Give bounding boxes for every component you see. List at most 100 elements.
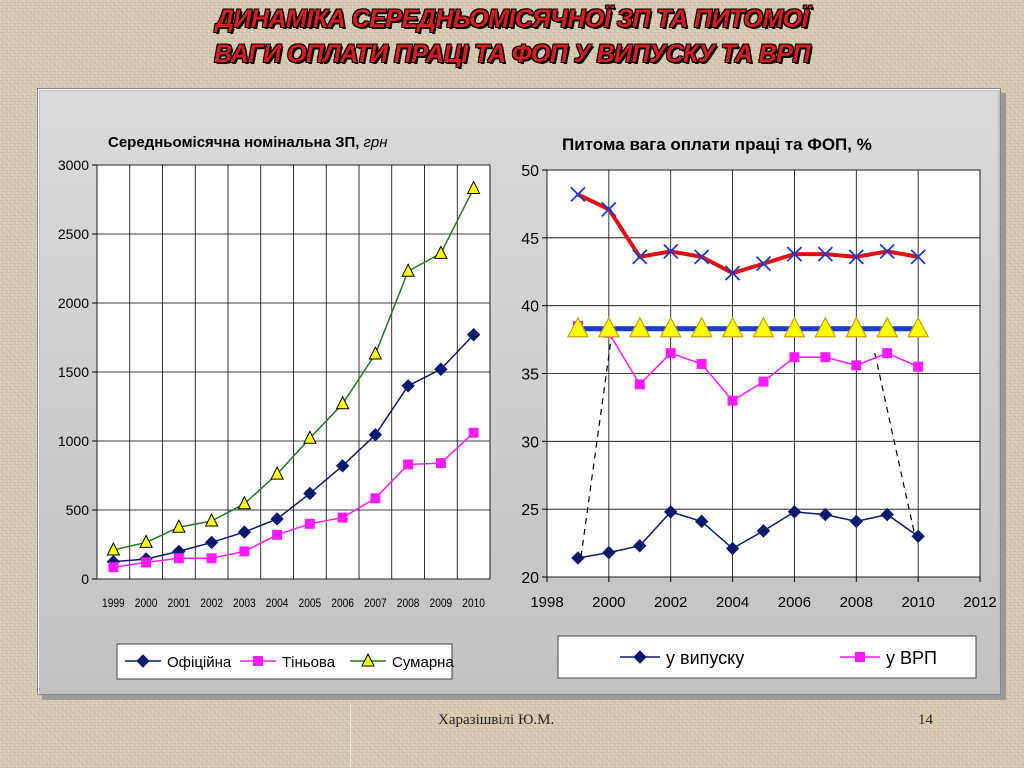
footer-divider [350,704,351,766]
data-point-1-8 [820,352,831,363]
legend-marker-0 [136,654,150,668]
share-series [566,186,930,565]
data-point-2-2-b [632,249,648,265]
data-point-1-2 [634,379,645,390]
x-tick-label: 1999 [102,597,125,610]
data-point-0-7 [787,505,802,519]
data-point-2-3 [204,512,219,527]
y-tick-label: 50 [521,163,539,180]
data-point-1-6 [304,518,315,529]
x-tick-label: 2007 [364,597,387,610]
data-point-2-9-b [848,249,864,265]
series-line-1 [113,432,475,569]
data-point-2-7-b [786,246,803,262]
data-point-0-8 [818,507,833,522]
data-point-1-4 [696,359,707,370]
data-point-0-8 [368,428,383,442]
data-point-2-3-b [663,243,679,260]
data-point-1-1 [141,557,152,568]
data-point-3-7 [783,316,806,338]
salary-legend-items: Офіційна Тіньова Сумарна [125,652,454,671]
x-tick-label: 2008 [397,597,420,610]
salary-legend [116,643,453,680]
data-point-0-9 [401,379,415,393]
data-point-1-9 [403,459,414,470]
data-point-2-1-b [601,201,617,217]
data-point-1-10 [882,348,893,359]
data-point-3-10 [876,316,899,338]
legend-label-2: Сумарна [392,654,454,671]
data-point-2-6-b [755,255,772,272]
legend-marker-0 [633,650,647,664]
data-point-3-5 [721,316,744,338]
data-point-0-10 [880,507,894,522]
data-point-2-0-b [570,186,586,203]
data-point-2-4 [694,249,710,265]
data-point-2-8 [368,345,383,360]
share-legend-items: у випуску у ВРП [620,648,937,668]
y-tick-label: 35 [521,367,539,384]
data-point-2-4-b [694,249,710,265]
data-point-1-3 [665,348,676,359]
x-tick-label: 2002 [200,597,223,610]
data-point-1-11 [468,427,479,438]
data-point-0-5 [270,512,284,526]
data-point-3-9 [845,316,868,338]
slide-title-line2: ВАГИ ОПЛАТИ ПРАЦІ ТА ФОП У ВИПУСКУ ТА ВР… [214,40,810,68]
data-point-2-9 [848,249,864,265]
data-point-0-5 [725,541,740,556]
data-point-2-11-b [910,249,926,265]
series-line-1 [577,325,919,402]
data-point-2-1 [601,201,617,217]
share-chart-title: Питома вага оплати праці та ФОП, % [562,135,872,154]
share-x-axis: 1998 2000 2002 2004 2006 2008 2010 2012 [530,577,997,611]
salary-x-axis: 1999 2000 2001 2002 2003 2004 2005 2006 2007 2008… [102,597,485,610]
data-point-1-6 [758,376,769,387]
data-point-0-11 [911,529,925,544]
data-point-0-10 [434,362,448,376]
data-point-2-3 [663,243,679,260]
data-point-0-7 [335,459,350,473]
dashed-connector-0 [580,332,613,557]
salary-gridlines [96,164,491,580]
y-tick-label: 45 [521,231,539,248]
x-tick-label: 2009 [430,597,453,610]
data-point-3-11 [907,316,930,338]
series-line-2 [113,188,475,551]
data-point-3-2 [628,316,651,338]
y-tick-label: 40 [521,299,539,316]
data-point-0-11 [466,328,481,342]
data-point-2-10 [434,245,448,259]
salary-y-axis: 0 500 1000 1500 2000 2500 3000 [58,157,97,587]
data-point-0-3 [204,535,219,550]
data-point-3-0 [566,316,589,338]
data-point-1-2 [173,553,184,564]
series-line-0 [113,334,475,563]
share-annotations [580,332,916,557]
data-point-2-0 [106,541,121,556]
data-point-2-0 [570,186,586,203]
data-point-0-1 [602,545,616,560]
y-tick-label: 2000 [58,295,89,311]
dashed-connector-1 [874,353,916,537]
slide-title-line1: ДИНАМІКА СЕРЕДНЬОМІСЯЧНОЇ ЗП ТА ПИТОМОЇ [215,5,809,33]
y-tick-label: 20 [521,570,539,587]
data-point-2-6 [755,255,772,272]
data-point-2-2 [632,249,648,265]
x-tick-label: 2003 [233,597,256,610]
data-point-2-8 [817,246,833,262]
data-point-2-7 [786,246,803,262]
salary-chart-title-main: Середньомісячна номінальна ЗП, [108,134,359,151]
data-point-2-5-b [724,265,741,281]
data-point-2-11 [910,249,926,265]
y-tick-label: 1500 [58,364,89,380]
y-tick-label: 3000 [58,157,89,173]
data-point-2-8-b [817,246,833,262]
chart-panel: Середньомісячна номінальна ЗП, грн 0 500 10… [37,88,1001,695]
charts-canvas: Середньомісячна номінальна ЗП, грн 0 500 10… [58,134,997,680]
salary-series [106,180,481,573]
data-point-1-3 [206,553,217,564]
data-point-1-5 [272,529,283,540]
data-point-1-5 [727,395,738,406]
data-point-0-3 [664,505,678,519]
